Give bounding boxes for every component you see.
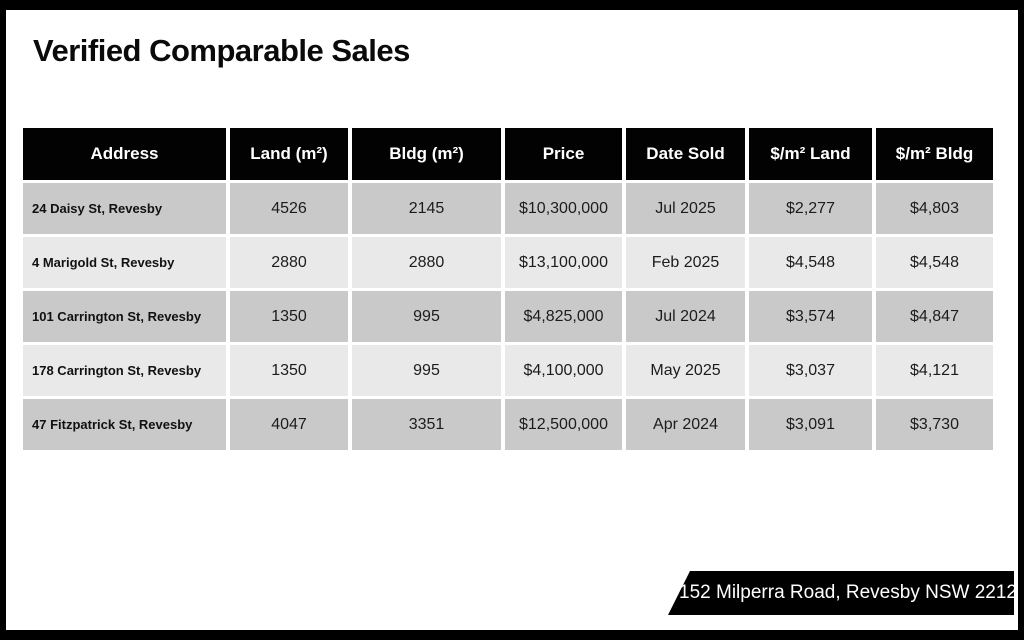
- cell-price_per_m2_bldg: $3,730: [876, 399, 993, 450]
- column-header-address: Address: [23, 128, 226, 180]
- comparable-sales-table: Address Land (m²) Bldg (m²) Price Date Sold $…: [19, 125, 997, 453]
- cell-price_per_m2_bldg: $4,121: [876, 345, 993, 396]
- cell-date_sold: Jul 2024: [626, 291, 745, 342]
- cell-address: 24 Daisy St, Revesby: [23, 183, 226, 234]
- table-row: 47 Fitzpatrick St, Revesby 4047 3351 $12,50…: [23, 399, 993, 450]
- cell-bldg_m2: 2145: [352, 183, 501, 234]
- cell-land_m2: 1350: [230, 291, 348, 342]
- page-title: Verified Comparable Sales: [33, 33, 410, 68]
- cell-land_m2: 1350: [230, 345, 348, 396]
- column-header-price_per_m2_bldg: $/m² Bldg: [876, 128, 993, 180]
- cell-address: 178 Carrington St, Revesby: [23, 345, 226, 396]
- cell-bldg_m2: 2880: [352, 237, 501, 288]
- cell-price: $12,500,000: [505, 399, 622, 450]
- table-row: 101 Carrington St, Revesby 1350 995 $4,825,…: [23, 291, 993, 342]
- table-body: 24 Daisy St, Revesby 4526 2145 $10,300,000 J…: [23, 183, 993, 450]
- cell-price_per_m2_land: $3,037: [749, 345, 872, 396]
- cell-land_m2: 2880: [230, 237, 348, 288]
- footer-address-label: 152 Milperra Road, Revesby NSW 2212: [679, 582, 1017, 603]
- cell-date_sold: May 2025: [626, 345, 745, 396]
- cell-price_per_m2_land: $3,574: [749, 291, 872, 342]
- column-header-date_sold: Date Sold: [626, 128, 745, 180]
- cell-price_per_m2_land: $3,091: [749, 399, 872, 450]
- cell-price_per_m2_bldg: $4,847: [876, 291, 993, 342]
- cell-address: 101 Carrington St, Revesby: [23, 291, 226, 342]
- column-header-bldg_m2: Bldg (m²): [352, 128, 501, 180]
- cell-price: $13,100,000: [505, 237, 622, 288]
- cell-date_sold: Apr 2024: [626, 399, 745, 450]
- cell-land_m2: 4047: [230, 399, 348, 450]
- column-header-price_per_m2_land: $/m² Land: [749, 128, 872, 180]
- cell-price: $4,100,000: [505, 345, 622, 396]
- cell-price_per_m2_land: $2,277: [749, 183, 872, 234]
- column-header-land_m2: Land (m²): [230, 128, 348, 180]
- table-row: 4 Marigold St, Revesby 2880 2880 $13,100,00…: [23, 237, 993, 288]
- cell-bldg_m2: 3351: [352, 399, 501, 450]
- cell-date_sold: Feb 2025: [626, 237, 745, 288]
- footer-address-ribbon: 152 Milperra Road, Revesby NSW 2212: [668, 571, 1014, 615]
- cell-price: $10,300,000: [505, 183, 622, 234]
- cell-price: $4,825,000: [505, 291, 622, 342]
- cell-price_per_m2_land: $4,548: [749, 237, 872, 288]
- table-header: Address Land (m²) Bldg (m²) Price Date Sold $…: [23, 128, 993, 180]
- cell-land_m2: 4526: [230, 183, 348, 234]
- cell-address: 4 Marigold St, Revesby: [23, 237, 226, 288]
- cell-address: 47 Fitzpatrick St, Revesby: [23, 399, 226, 450]
- table-row: 178 Carrington St, Revesby 1350 995 $4,100,…: [23, 345, 993, 396]
- cell-date_sold: Jul 2025: [626, 183, 745, 234]
- table-row: 24 Daisy St, Revesby 4526 2145 $10,300,000 J…: [23, 183, 993, 234]
- column-header-price: Price: [505, 128, 622, 180]
- table-header-row: Address Land (m²) Bldg (m²) Price Date Sold $…: [23, 128, 993, 180]
- cell-price_per_m2_bldg: $4,548: [876, 237, 993, 288]
- cell-bldg_m2: 995: [352, 345, 501, 396]
- cell-bldg_m2: 995: [352, 291, 501, 342]
- cell-price_per_m2_bldg: $4,803: [876, 183, 993, 234]
